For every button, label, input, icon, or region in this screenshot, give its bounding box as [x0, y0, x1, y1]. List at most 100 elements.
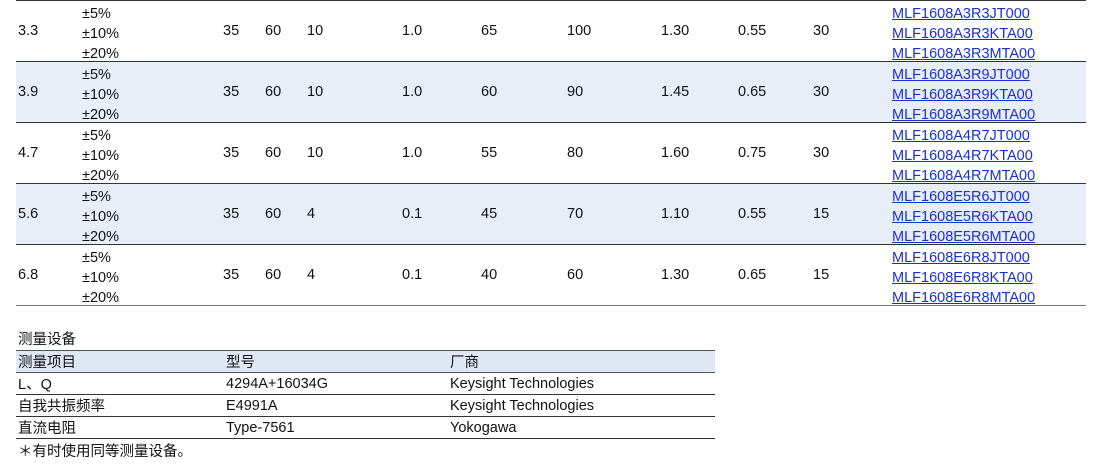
part-number-link[interactable]: MLF1608A3R3KTA00	[892, 26, 1033, 42]
q-min-cell: 35	[223, 206, 240, 222]
q-min-cell: 35	[223, 23, 240, 39]
tolerance-list: ±5% ±10% ±20%	[82, 65, 119, 125]
table-row: 3.3 ±5% ±10% ±20% 35 60 10 1.0 65 100 1.…	[16, 1, 1086, 62]
rdc-max-cell: 1.10	[661, 206, 690, 222]
manufacturer-cell: Keysight Technologies	[448, 372, 715, 395]
part-number-link[interactable]: MLF1608A3R9MTA00	[892, 107, 1036, 123]
tolerance-value: ±5%	[82, 128, 111, 144]
srf-typ-cell: 60	[567, 267, 584, 283]
tolerance-value: ±20%	[82, 290, 119, 306]
part-number-link[interactable]: MLF1608A3R9JT000	[892, 67, 1030, 83]
part-number-link[interactable]: MLF1608A4R7MTA00	[892, 168, 1036, 184]
rated-current-cell: 15	[813, 267, 830, 283]
test-freq-cell: 10	[307, 145, 324, 161]
part-number-list: MLF1608A3R9JT000 MLF1608A3R9KTA00 MLF160…	[892, 65, 1035, 125]
q-min-cell: 35	[223, 267, 240, 283]
part-number-link[interactable]: MLF1608E6R8MTA00	[892, 290, 1036, 306]
q-typ-cell: 60	[265, 23, 282, 39]
table-row: 3.9 ±5% ±10% ±20% 35 60 10 1.0 60 90 1.4…	[16, 62, 1086, 123]
table-row: 直流电阻 Type-7561 Yokogawa	[16, 416, 715, 439]
srf-min-cell: 60	[481, 84, 498, 100]
q-typ-cell: 60	[265, 206, 282, 222]
rdc-typ-cell: 0.65	[738, 267, 767, 283]
rdc-typ-cell: 0.65	[738, 84, 767, 100]
part-number-link[interactable]: MLF1608E5R6JT000	[892, 189, 1030, 205]
rdc-max-cell: 1.60	[661, 145, 690, 161]
header-manufacturer: 厂商	[448, 350, 715, 373]
measure-item-cell: 自我共振频率	[16, 394, 224, 417]
part-number-link[interactable]: MLF1608E5R6MTA00	[892, 229, 1036, 245]
rdc-max-cell: 1.30	[661, 267, 690, 283]
l-test-freq-cell: 1.0	[402, 23, 423, 39]
part-number-link[interactable]: MLF1608E5R6KTA00	[892, 209, 1033, 225]
equipment-table: 测量项目 型号 厂商 L、Q 4294A+16034G Keysight Tec…	[16, 350, 715, 439]
rdc-max-cell: 1.45	[661, 84, 690, 100]
table-row: 6.8 ±5% ±10% ±20% 35 60 4 0.1 40 60 1.30…	[16, 245, 1086, 306]
table-row: L、Q 4294A+16034G Keysight Technologies	[16, 372, 715, 395]
test-freq-cell: 4	[307, 267, 316, 283]
tolerance-value: ±10%	[82, 209, 119, 225]
q-typ-cell: 60	[265, 267, 282, 283]
q-typ-cell: 60	[265, 84, 282, 100]
tolerance-value: ±20%	[82, 168, 119, 184]
equipment-section-title: 测量设备	[18, 332, 76, 348]
table-row: 4.7 ±5% ±10% ±20% 35 60 10 1.0 55 80 1.6…	[16, 123, 1086, 184]
tolerance-value: ±5%	[82, 67, 111, 83]
header-measure-item: 测量项目	[16, 350, 224, 373]
inductance-cell: 6.8	[18, 267, 39, 283]
part-number-link[interactable]: MLF1608E6R8JT000	[892, 250, 1030, 266]
model-cell: Type-7561	[224, 416, 448, 439]
manufacturer-cell: Keysight Technologies	[448, 394, 715, 417]
tolerance-value: ±10%	[82, 270, 119, 286]
tolerance-value: ±20%	[82, 229, 119, 245]
srf-typ-cell: 70	[567, 206, 584, 222]
test-freq-cell: 10	[307, 84, 324, 100]
l-test-freq-cell: 0.1	[402, 206, 423, 222]
rdc-typ-cell: 0.55	[738, 206, 767, 222]
rated-current-cell: 30	[813, 23, 830, 39]
q-min-cell: 35	[223, 145, 240, 161]
tolerance-value: ±10%	[82, 87, 119, 103]
inductance-cell: 3.9	[18, 84, 39, 100]
rdc-typ-cell: 0.75	[738, 145, 767, 161]
rated-current-cell: 30	[813, 145, 830, 161]
rdc-typ-cell: 0.55	[738, 23, 767, 39]
srf-min-cell: 65	[481, 23, 498, 39]
equipment-footnote: ＊有时使用同等测量设备。	[18, 444, 192, 460]
tolerance-value: ±5%	[82, 250, 111, 266]
part-number-list: MLF1608A4R7JT000 MLF1608A4R7KTA00 MLF160…	[892, 126, 1035, 186]
srf-typ-cell: 90	[567, 84, 584, 100]
part-number-link[interactable]: MLF1608A3R3JT000	[892, 6, 1030, 22]
test-freq-cell: 10	[307, 23, 324, 39]
part-number-link[interactable]: MLF1608A4R7JT000	[892, 128, 1030, 144]
table-row: 5.6 ±5% ±10% ±20% 35 60 4 0.1 45 70 1.10…	[16, 184, 1086, 245]
tolerance-value: ±20%	[82, 46, 119, 62]
rated-current-cell: 30	[813, 84, 830, 100]
tolerance-value: ±10%	[82, 148, 119, 164]
part-number-link[interactable]: MLF1608E6R8KTA00	[892, 270, 1033, 286]
tolerance-value: ±10%	[82, 26, 119, 42]
part-number-list: MLF1608A3R3JT000 MLF1608A3R3KTA00 MLF160…	[892, 4, 1035, 64]
measure-item-cell: L、Q	[16, 372, 224, 395]
manufacturer-cell: Yokogawa	[448, 416, 715, 439]
part-number-link[interactable]: MLF1608A4R7KTA00	[892, 148, 1033, 164]
inductor-spec-table: 3.3 ±5% ±10% ±20% 35 60 10 1.0 65 100 1.…	[16, 0, 1086, 306]
q-typ-cell: 60	[265, 145, 282, 161]
rdc-max-cell: 1.30	[661, 23, 690, 39]
inductance-cell: 5.6	[18, 206, 39, 222]
l-test-freq-cell: 1.0	[402, 84, 423, 100]
srf-min-cell: 45	[481, 206, 498, 222]
srf-min-cell: 40	[481, 267, 498, 283]
tolerance-value: ±20%	[82, 107, 119, 123]
srf-typ-cell: 100	[567, 23, 592, 39]
l-test-freq-cell: 1.0	[402, 145, 423, 161]
part-number-link[interactable]: MLF1608A3R3MTA00	[892, 46, 1036, 62]
tolerance-value: ±5%	[82, 6, 111, 22]
header-model: 型号	[224, 350, 448, 373]
part-number-list: MLF1608E5R6JT000 MLF1608E5R6KTA00 MLF160…	[892, 187, 1035, 247]
model-cell: E4991A	[224, 394, 448, 417]
inductance-cell: 4.7	[18, 145, 39, 161]
part-number-link[interactable]: MLF1608A3R9KTA00	[892, 87, 1033, 103]
srf-min-cell: 55	[481, 145, 498, 161]
